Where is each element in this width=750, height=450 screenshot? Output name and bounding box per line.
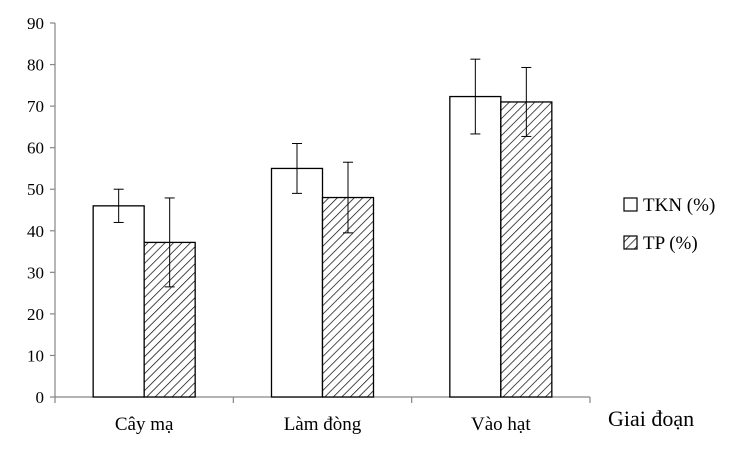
- x-category-label: Làm đòng: [284, 414, 362, 435]
- y-tick-label: 80: [27, 56, 44, 75]
- bar-tkn: [270, 167, 324, 398]
- y-tick-label: 10: [27, 346, 44, 365]
- legend-swatch-tkn: [623, 197, 638, 212]
- y-tick-label: 40: [27, 222, 44, 241]
- y-tick-label: 70: [27, 97, 44, 116]
- x-category-label: Cây mạ: [115, 414, 174, 435]
- y-tick-label: 20: [27, 305, 44, 324]
- x-category-label: Vào hạt: [471, 414, 531, 435]
- plot-area: 0 10 20 30 40 50 60 70 80 90 Cây mạ Làm đòng Vào hạt: [27, 14, 591, 435]
- legend: TKN (%) TP (%): [623, 195, 715, 254]
- y-tick-label: 0: [36, 388, 45, 407]
- bar-tkn: [449, 95, 502, 398]
- bar-tkn: [92, 205, 145, 398]
- legend-swatch-tp: [623, 235, 638, 250]
- y-tick-label: 50: [27, 180, 44, 199]
- legend-label: TP (%): [643, 233, 698, 254]
- legend-label: TKN (%): [643, 195, 715, 216]
- x-axis-label: Giai đoạn: [608, 406, 694, 431]
- bar-tp: [500, 101, 553, 398]
- y-tick-label: 90: [27, 14, 44, 33]
- y-tick-label: 30: [27, 263, 44, 282]
- y-tick-label: 60: [27, 139, 44, 158]
